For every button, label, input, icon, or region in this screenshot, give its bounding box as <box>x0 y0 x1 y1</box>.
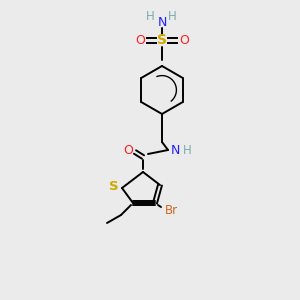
Text: N: N <box>157 16 167 28</box>
Text: O: O <box>179 34 189 46</box>
Text: H: H <box>168 10 176 22</box>
Text: S: S <box>157 33 167 47</box>
Text: Br: Br <box>164 205 178 218</box>
Text: N: N <box>170 143 180 157</box>
Text: O: O <box>135 34 145 46</box>
Text: H: H <box>183 143 191 157</box>
Text: O: O <box>123 143 133 157</box>
Text: H: H <box>146 10 154 22</box>
Text: S: S <box>109 179 119 193</box>
